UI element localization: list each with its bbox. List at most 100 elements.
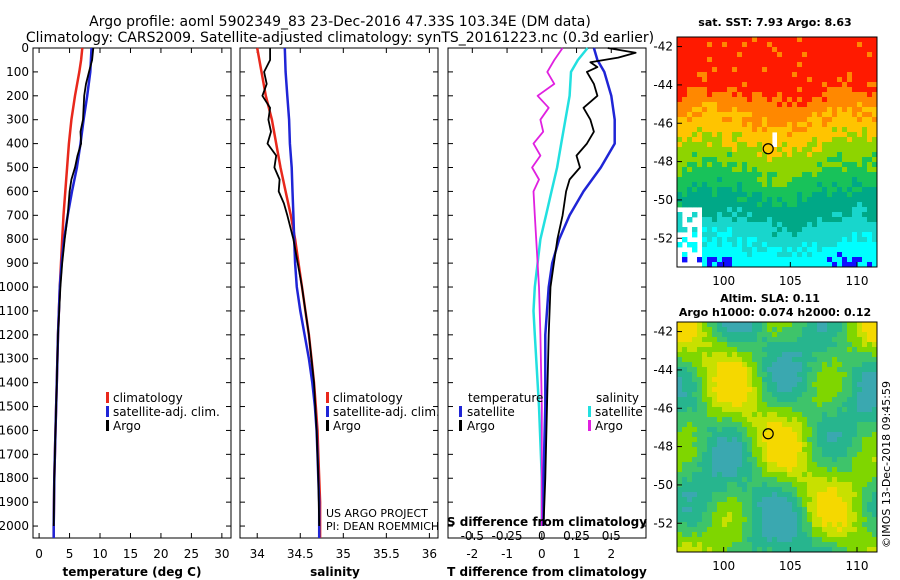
map-cell [787, 352, 793, 358]
map-cell [762, 512, 768, 518]
map-cell [852, 47, 858, 53]
map-cell [847, 532, 853, 538]
map-cell [852, 137, 858, 143]
map-cell [742, 92, 748, 98]
map-cell [822, 357, 828, 363]
map-cell [787, 337, 793, 343]
map-cell [697, 107, 703, 113]
map-cell [827, 387, 833, 393]
map-cell [817, 187, 823, 193]
map-cell [867, 117, 873, 123]
map-cell [857, 437, 863, 443]
map-cell [862, 432, 868, 438]
map-cell [832, 87, 838, 93]
map-cell [752, 157, 758, 163]
map-cell [872, 517, 878, 523]
map-cell [782, 442, 788, 448]
map-cell [792, 537, 798, 543]
map-cell [872, 217, 878, 223]
map-cell [807, 122, 813, 128]
map-cell [827, 152, 833, 158]
map-cell [732, 507, 738, 513]
map-cell [857, 172, 863, 178]
map-cell [747, 92, 753, 98]
map-cell [772, 62, 778, 68]
map-cell [827, 517, 833, 523]
map-cell [682, 377, 688, 383]
map-cell [822, 412, 828, 418]
map-cell [722, 477, 728, 483]
map-cell [842, 322, 848, 328]
map-cell [732, 227, 738, 233]
map-cell [817, 87, 823, 93]
map-cell [717, 327, 723, 333]
map-cell [832, 122, 838, 128]
map-cell [782, 122, 788, 128]
map-cell [732, 427, 738, 433]
map-cell [787, 92, 793, 98]
map-cell [762, 187, 768, 193]
sla-map-ticks: 100 105 110-42-44-46-48-50-52 [653, 325, 868, 573]
map-cell [692, 547, 698, 553]
map-cell [847, 327, 853, 333]
map-cell [777, 247, 783, 253]
map-cell [872, 107, 878, 113]
map-cell [722, 107, 728, 113]
map-cell [742, 227, 748, 233]
map-cell [792, 87, 798, 93]
map-cell [772, 417, 778, 423]
map-cell [867, 487, 873, 493]
map-cell [847, 187, 853, 193]
map-cell [812, 337, 818, 343]
map-cell [712, 77, 718, 83]
map-cell [817, 447, 823, 453]
map-cell [707, 177, 713, 183]
map-cell [762, 417, 768, 423]
map-cell [857, 102, 863, 108]
map-cell [737, 342, 743, 348]
map-cell [732, 362, 738, 368]
map-cell [782, 322, 788, 328]
map-cell [727, 547, 733, 553]
map-cell [797, 502, 803, 508]
map-cell [712, 537, 718, 543]
map-cell [797, 422, 803, 428]
map-cell [717, 212, 723, 218]
map-cell [842, 437, 848, 443]
map-cell [792, 122, 798, 128]
map-cell [852, 132, 858, 138]
map-cell [767, 72, 773, 78]
map-cell [717, 47, 723, 53]
map-cell [752, 507, 758, 513]
map-cell [762, 107, 768, 113]
map-cell [692, 402, 698, 408]
map-cell [692, 247, 698, 253]
map-cell [722, 182, 728, 188]
map-cell [772, 502, 778, 508]
map-cell [732, 187, 738, 193]
map-cell [717, 52, 723, 58]
map-cell [787, 42, 793, 48]
map-cell [752, 52, 758, 58]
map-cell [767, 67, 773, 73]
map-cell [737, 52, 743, 58]
map-cell [867, 467, 873, 473]
map-cell [717, 197, 723, 203]
map-cell [872, 152, 878, 158]
map-cell [727, 377, 733, 383]
map-cell [742, 462, 748, 468]
map-cell [797, 62, 803, 68]
map-cell [777, 322, 783, 328]
depth-tick-label: 1400 [0, 376, 29, 390]
legend-swatch-temp-argo [459, 420, 462, 431]
map-cell [772, 397, 778, 403]
map-cell [857, 197, 863, 203]
map-cell [752, 362, 758, 368]
map-cell [832, 547, 838, 553]
map-cell [722, 332, 728, 338]
map-lon-label: 100 [712, 559, 735, 573]
map-cell [822, 67, 828, 73]
depth-tick-label: 700 [6, 208, 29, 222]
map-cell [857, 157, 863, 163]
map-cell [687, 467, 693, 473]
